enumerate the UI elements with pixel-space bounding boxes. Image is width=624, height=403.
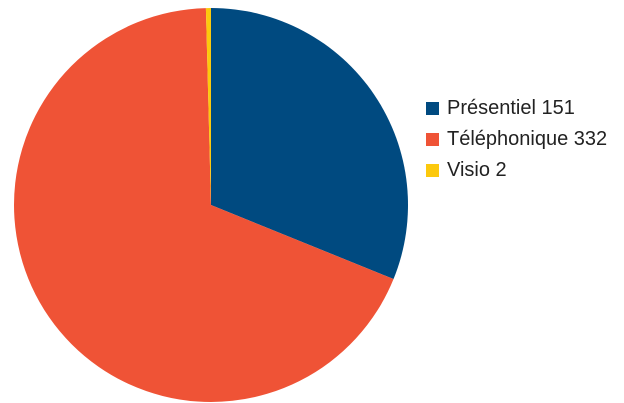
legend-label-visio: Visio 2 — [447, 159, 507, 181]
pie-slice-telephonique — [13, 8, 394, 403]
legend-label-telephonique: Téléphonique 332 — [447, 128, 608, 150]
pie-slice-presentiel — [211, 8, 408, 280]
legend-item-visio: Visio 2 — [426, 158, 622, 182]
pie-slice-visio — [205, 8, 211, 205]
legend-swatch-telephonique — [426, 133, 439, 146]
legend-item-presentiel: Présentiel 151 — [426, 96, 622, 120]
legend-swatch-presentiel — [426, 102, 439, 115]
legend-swatch-visio — [426, 164, 439, 177]
legend-label-presentiel: Présentiel 151 — [447, 97, 575, 119]
legend-item-telephonique: Téléphonique 332 — [426, 127, 622, 151]
chart-legend: Présentiel 151 Téléphonique 332 Visio 2 — [426, 96, 622, 189]
